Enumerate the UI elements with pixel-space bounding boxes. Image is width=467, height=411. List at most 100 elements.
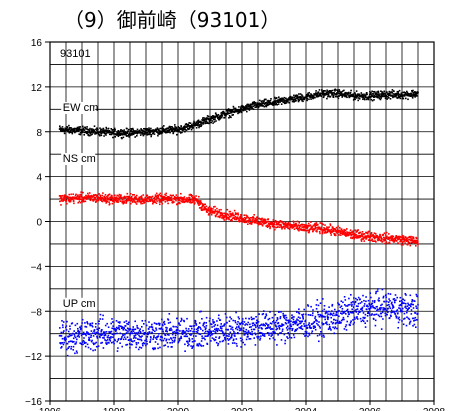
data-point bbox=[190, 202, 192, 204]
data-point bbox=[129, 134, 132, 136]
data-point bbox=[74, 352, 76, 355]
data-point bbox=[195, 127, 198, 129]
data-point bbox=[134, 201, 137, 204]
data-point bbox=[282, 225, 284, 228]
data-point bbox=[171, 339, 174, 342]
data-point bbox=[126, 192, 129, 195]
data-point bbox=[84, 197, 86, 200]
data-point bbox=[389, 300, 391, 302]
data-point bbox=[102, 331, 105, 333]
data-point bbox=[225, 316, 228, 319]
data-point bbox=[181, 330, 184, 332]
data-point bbox=[329, 224, 332, 227]
data-point bbox=[308, 231, 310, 234]
data-point bbox=[170, 327, 172, 330]
data-point bbox=[102, 197, 104, 200]
data-point bbox=[260, 332, 263, 334]
data-point bbox=[349, 91, 352, 94]
data-point bbox=[356, 316, 358, 318]
data-point bbox=[211, 117, 214, 120]
data-point bbox=[219, 325, 222, 328]
data-point bbox=[289, 324, 292, 327]
data-point bbox=[268, 317, 271, 320]
data-point bbox=[170, 337, 172, 339]
data-point bbox=[383, 300, 386, 303]
data-point bbox=[285, 314, 287, 317]
data-point bbox=[248, 109, 251, 111]
data-point bbox=[156, 323, 158, 325]
data-point bbox=[151, 331, 153, 334]
data-point bbox=[227, 339, 230, 341]
data-point bbox=[402, 244, 404, 246]
data-point bbox=[140, 339, 143, 342]
data-point bbox=[116, 199, 119, 202]
data-point bbox=[295, 223, 297, 225]
data-point bbox=[284, 314, 286, 317]
data-point bbox=[105, 200, 108, 202]
data-point bbox=[277, 103, 280, 105]
data-point bbox=[392, 298, 395, 301]
data-point bbox=[242, 109, 245, 112]
data-point bbox=[263, 310, 265, 312]
data-point bbox=[240, 340, 243, 342]
data-point bbox=[293, 228, 296, 230]
data-point bbox=[84, 322, 86, 324]
data-point bbox=[403, 302, 405, 305]
data-point bbox=[305, 224, 307, 226]
data-point bbox=[129, 193, 132, 195]
data-point bbox=[266, 221, 268, 223]
data-point bbox=[210, 340, 212, 342]
data-point bbox=[285, 97, 287, 100]
data-point bbox=[373, 235, 375, 238]
data-point bbox=[105, 343, 108, 345]
data-point bbox=[64, 339, 67, 342]
data-point bbox=[351, 303, 353, 306]
data-point bbox=[225, 215, 228, 218]
data-point bbox=[172, 194, 174, 197]
data-point bbox=[102, 131, 104, 134]
data-point bbox=[247, 333, 249, 336]
data-point bbox=[226, 337, 229, 340]
data-point bbox=[341, 313, 343, 315]
data-point bbox=[297, 319, 299, 321]
data-point bbox=[196, 198, 199, 200]
data-point bbox=[318, 325, 321, 328]
data-point bbox=[339, 232, 342, 234]
data-point bbox=[300, 224, 302, 226]
data-point bbox=[306, 326, 309, 329]
data-point bbox=[97, 199, 100, 202]
data-point bbox=[353, 232, 356, 235]
data-point bbox=[389, 317, 391, 319]
data-point bbox=[284, 225, 287, 227]
data-point bbox=[90, 198, 92, 200]
data-point bbox=[417, 241, 419, 243]
data-point bbox=[211, 326, 213, 328]
data-point bbox=[110, 199, 112, 201]
data-point bbox=[167, 318, 169, 320]
data-point bbox=[78, 127, 81, 130]
data-point bbox=[220, 323, 222, 325]
data-point bbox=[380, 304, 382, 307]
data-point bbox=[183, 335, 186, 338]
data-point bbox=[403, 237, 406, 240]
data-point bbox=[203, 120, 206, 122]
data-point bbox=[280, 220, 282, 222]
data-point bbox=[395, 95, 398, 97]
data-point bbox=[303, 97, 306, 100]
data-point bbox=[260, 323, 263, 326]
data-point bbox=[156, 131, 158, 133]
data-point bbox=[397, 95, 400, 97]
data-point bbox=[117, 338, 120, 340]
data-point bbox=[195, 195, 197, 197]
data-point bbox=[209, 333, 211, 335]
data-point bbox=[289, 323, 292, 326]
data-point bbox=[87, 346, 90, 349]
data-point bbox=[111, 195, 113, 197]
data-point bbox=[152, 202, 154, 205]
data-point bbox=[230, 328, 232, 330]
data-point bbox=[412, 325, 414, 327]
data-point bbox=[391, 235, 394, 237]
data-point bbox=[145, 338, 148, 341]
data-point bbox=[124, 333, 126, 336]
data-point bbox=[65, 329, 68, 331]
